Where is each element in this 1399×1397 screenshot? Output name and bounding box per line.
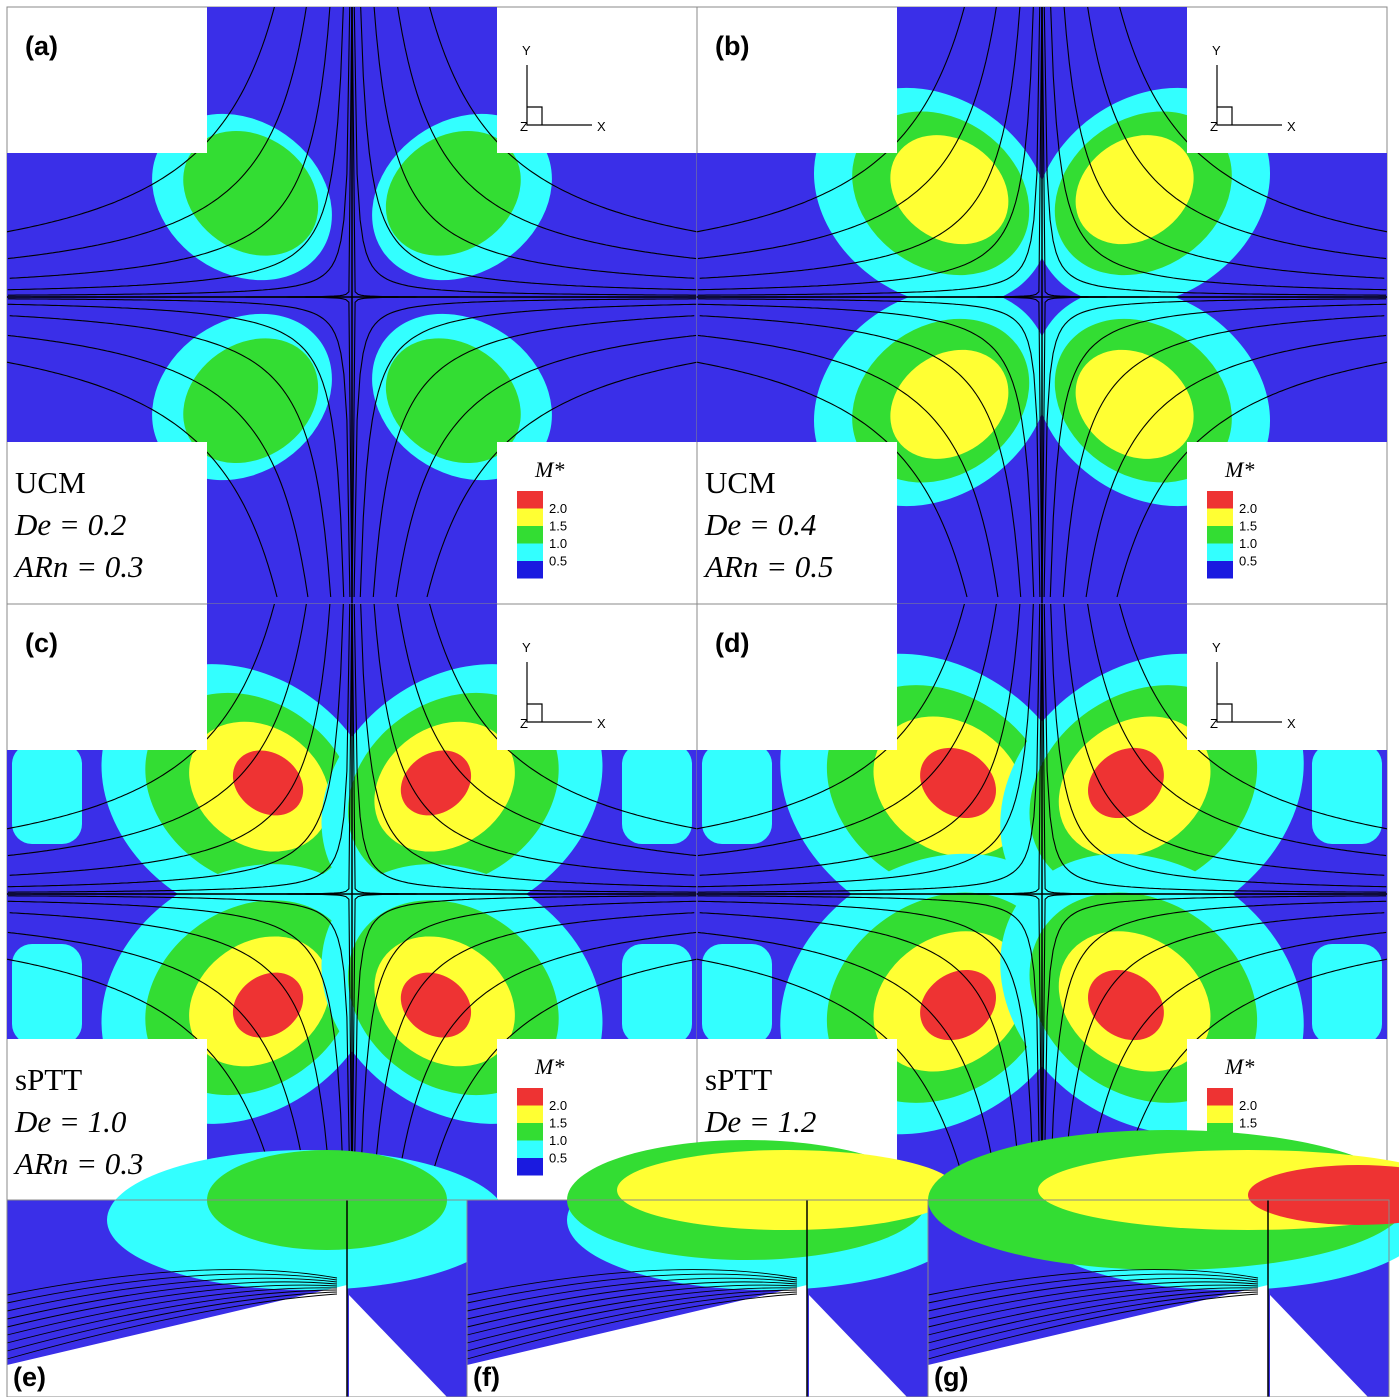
aspect-ratio: ARn = 0.5: [703, 549, 834, 584]
legend-level: 2.0: [549, 501, 567, 516]
axis-x-label: X: [1287, 119, 1296, 134]
axis-y-label: Y: [1212, 43, 1221, 58]
panel: (a) UCM De = 0.2 ARn = 0.3 Y X Z M* 2.0 1.5 1.0 0.5: [7, 0, 697, 604]
legend-level: 1.5: [549, 519, 567, 534]
legend-level: 2.0: [549, 1098, 567, 1113]
side-blob: [1312, 744, 1382, 844]
aspect-ratio: ARn = 0.3: [13, 1146, 144, 1181]
legend-swatch: [1207, 1088, 1233, 1106]
panel: (b) UCM De = 0.4 ARn = 0.5 Y X Z M* 2.0 1.5 1.0 0.5: [697, 0, 1387, 604]
deborah-number: De = 1.0: [14, 1104, 127, 1139]
legend-title: M*: [1224, 457, 1254, 482]
legend-swatch: [517, 1123, 543, 1141]
aspect-ratio: ARn = 0.3: [13, 549, 144, 584]
legend-title: M*: [1224, 1054, 1254, 1079]
axis-z-label: Z: [520, 716, 528, 731]
legend-level: 1.0: [1239, 536, 1257, 551]
legend-swatch: [517, 544, 543, 562]
legend-title: M*: [534, 1054, 564, 1079]
model-name: UCM: [705, 465, 776, 500]
axis-z-label: Z: [520, 119, 528, 134]
axis-z-label: Z: [1210, 716, 1218, 731]
panel-label: (g): [934, 1362, 968, 1392]
legend-swatch: [1207, 544, 1233, 562]
model-name: UCM: [15, 465, 86, 500]
legend-swatch: [517, 1141, 543, 1159]
deborah-number: De = 0.2: [14, 507, 126, 542]
axis-x-label: X: [597, 119, 606, 134]
panel-label: (e): [13, 1362, 46, 1392]
side-blob: [1312, 944, 1382, 1044]
legend-level: 1.0: [549, 1133, 567, 1148]
model-name: sPTT: [705, 1062, 772, 1097]
legend-level: 2.0: [1239, 501, 1257, 516]
panel-label: (a): [25, 31, 58, 61]
deborah-number: De = 1.2: [704, 1104, 816, 1139]
panel-label: (d): [715, 628, 749, 658]
deborah-number: De = 0.4: [704, 507, 816, 542]
panel-label: (f): [473, 1362, 500, 1392]
legend-swatch: [517, 526, 543, 544]
legend-level: 0.5: [1239, 554, 1257, 569]
legend-swatch: [1207, 526, 1233, 544]
side-blob: [622, 744, 692, 844]
side-blob: [12, 944, 82, 1044]
legend-swatch: [1207, 561, 1233, 579]
legend-title: M*: [534, 457, 564, 482]
side-blob: [12, 744, 82, 844]
axis-z-label: Z: [1210, 119, 1218, 134]
legend-level: 1.0: [549, 536, 567, 551]
legend-swatch: [517, 509, 543, 527]
figure: (a) UCM De = 0.2 ARn = 0.3 Y X Z M* 2.0 1.5 1.0 0.5…: [0, 0, 1399, 1397]
axis-y-label: Y: [1212, 640, 1221, 655]
side-blob: [622, 944, 692, 1044]
axis-y-label: Y: [522, 640, 531, 655]
legend-swatch: [517, 1158, 543, 1176]
zoom-panel: (g): [928, 1130, 1399, 1397]
legend-level: 1.5: [549, 1116, 567, 1131]
legend-level: 0.5: [549, 1151, 567, 1166]
legend-level: 2.0: [1239, 1098, 1257, 1113]
legend-swatch: [1207, 509, 1233, 527]
panel-label: (c): [25, 628, 58, 658]
axis-x-label: X: [1287, 716, 1296, 731]
side-blob: [702, 744, 772, 844]
legend-swatch: [517, 1088, 543, 1106]
legend-swatch: [517, 491, 543, 509]
legend-level: 1.5: [1239, 519, 1257, 534]
legend-swatch: [1207, 1106, 1233, 1124]
axis-y-label: Y: [522, 43, 531, 58]
model-name: sPTT: [15, 1062, 82, 1097]
legend-level: 1.5: [1239, 1116, 1257, 1131]
legend-level: 0.5: [549, 554, 567, 569]
legend-swatch: [517, 561, 543, 579]
legend-swatch: [517, 1106, 543, 1124]
zoom-yellow: [617, 1150, 957, 1230]
side-blob: [702, 944, 772, 1044]
axis-x-label: X: [597, 716, 606, 731]
panel: (c) sPTT De = 1.0 ARn = 0.3 Y X Z M* 2.0 1.5 1.0 0.…: [7, 594, 697, 1201]
legend-swatch: [1207, 491, 1233, 509]
panel-label: (b): [715, 31, 749, 61]
